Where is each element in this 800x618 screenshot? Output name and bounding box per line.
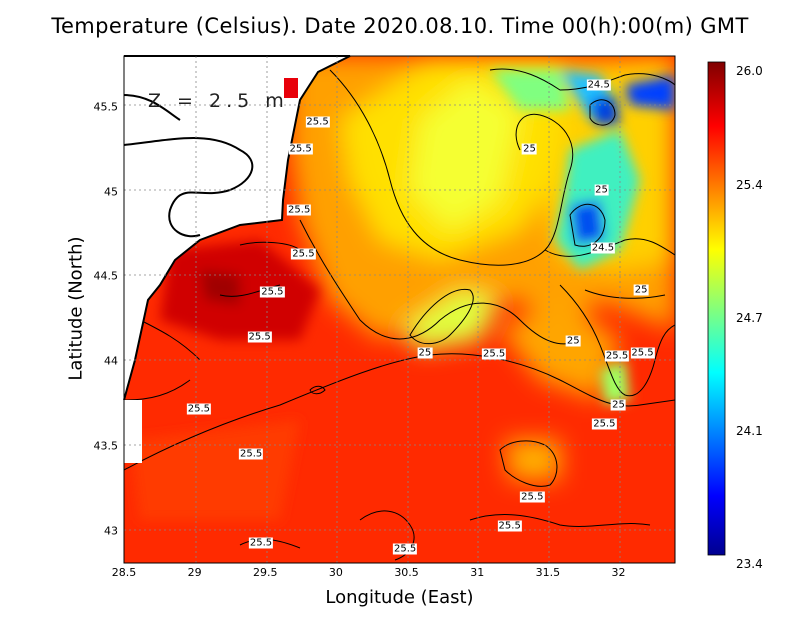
coastline-bays xyxy=(123,137,254,238)
contour-label: 25.5 xyxy=(248,537,274,549)
field-red-sw xyxy=(130,420,300,520)
y-tick-label: 44.5 xyxy=(93,269,119,283)
contour-label: 25.5 xyxy=(604,350,630,362)
contour-label: 25 xyxy=(522,143,537,155)
colorbar-ramp xyxy=(707,61,726,556)
coast-land xyxy=(124,56,350,400)
contour-label: 24.5 xyxy=(586,79,611,91)
x-tick-label: 31.5 xyxy=(535,566,561,579)
x-tick-label: 32 xyxy=(611,566,626,579)
x-tick-label: 31 xyxy=(470,566,485,579)
y-tick-label: 44 xyxy=(104,354,118,368)
contour-label: 24.5 xyxy=(590,242,616,254)
contour-label: 25.5 xyxy=(186,403,212,415)
field-deep-blue-north xyxy=(590,95,620,125)
y-tick-label: 45.5 xyxy=(93,100,119,114)
colorbar-tick-label: 23.4 xyxy=(736,557,763,571)
land-mask xyxy=(123,55,351,463)
contour-label: 25.5 xyxy=(393,543,418,555)
x-tick-label: 28.5 xyxy=(111,566,137,579)
contour-label: 25 xyxy=(633,284,649,296)
y-tick-label: 43.5 xyxy=(93,439,119,453)
graticule xyxy=(124,56,675,563)
contour-label: 25.5 xyxy=(247,331,272,343)
contour-label: 25.5 xyxy=(291,248,316,260)
plot-frame xyxy=(123,55,676,564)
colorbar-tick-label: 26.0 xyxy=(736,64,763,78)
field-deep-blue-ne xyxy=(625,75,675,110)
contour-label: 25 xyxy=(594,184,609,196)
field-yellow-core xyxy=(410,80,520,230)
lagoon-cell xyxy=(284,78,298,98)
field-green-north xyxy=(490,70,570,110)
temperature-field xyxy=(124,56,675,563)
colorbar-tick-label: 25.4 xyxy=(736,177,763,192)
x-axis-label: Longitude (East) xyxy=(325,587,474,608)
contour-label: 25.5 xyxy=(239,448,264,460)
field-yellow-south xyxy=(400,290,500,350)
x-tick-label: 29 xyxy=(187,566,202,579)
contour-label: 25.5 xyxy=(520,491,545,503)
contour-label: 25.5 xyxy=(288,143,313,155)
colorbar-tick-label: 24.7 xyxy=(736,310,763,325)
y-tick-label: 43 xyxy=(104,524,118,538)
contour-label: 25.5 xyxy=(287,204,312,216)
depth-label: Z = 2.5 m xyxy=(148,90,289,112)
colorbar-tick-label: 24.1 xyxy=(736,424,763,439)
y-axis-label: Latitude (North) xyxy=(65,236,87,381)
x-tick-label: 30.5 xyxy=(394,566,419,579)
coastline-north xyxy=(123,94,181,121)
contour-label: 25 xyxy=(611,399,626,411)
contour-label: 25.5 xyxy=(305,116,330,128)
coastline xyxy=(123,55,351,401)
page-title: Temperature (Celsius). Date 2020.08.10. … xyxy=(51,14,749,38)
x-tick-label: 29.5 xyxy=(253,566,278,579)
coast-land-south xyxy=(124,400,142,463)
contour-label: 25 xyxy=(565,335,581,347)
field-deep-blue-center xyxy=(570,200,605,245)
contour-label: 25.5 xyxy=(482,348,507,360)
contour-label: 25.5 xyxy=(260,286,285,298)
contour-label: 25 xyxy=(417,347,433,359)
contour-label: 25.5 xyxy=(630,347,655,359)
contour-label: 25.5 xyxy=(592,418,617,430)
contour-label: 25.5 xyxy=(497,520,522,532)
field-south-orange xyxy=(505,440,560,480)
x-tick-label: 30 xyxy=(328,566,343,579)
y-tick-label: 45 xyxy=(104,185,118,199)
